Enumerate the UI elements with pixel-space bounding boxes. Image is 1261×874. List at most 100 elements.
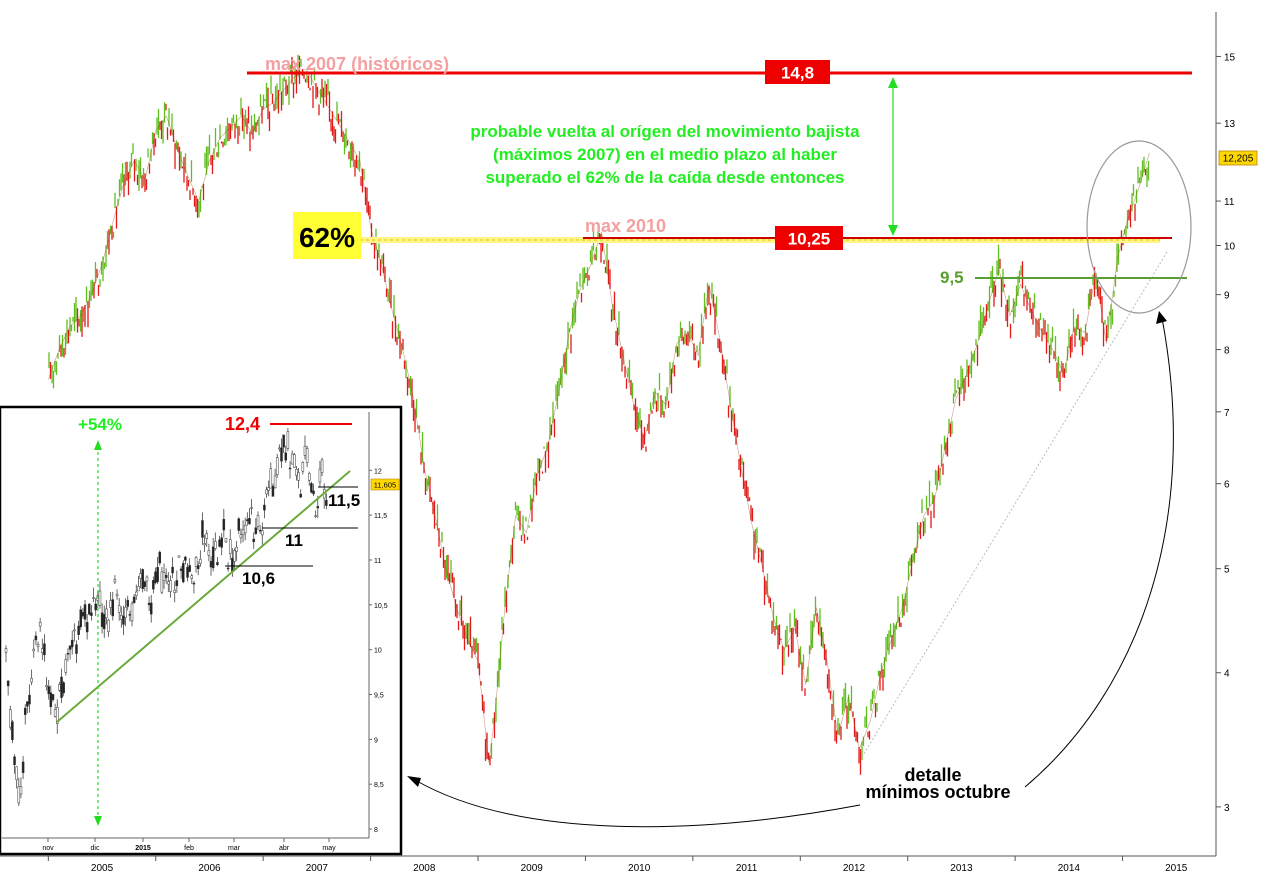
inset-candle-body [32, 648, 36, 652]
main-x-tick-label: 2009 [521, 863, 544, 874]
curved-arrows [407, 311, 1174, 828]
level-10-25-label: 10,25 [788, 230, 831, 249]
inset-trendline [56, 470, 351, 723]
main-x-tick-label: 2010 [628, 863, 651, 874]
inset-candle-body [243, 524, 247, 534]
inset-candle-body [226, 567, 230, 570]
inset-candle-body [175, 580, 179, 587]
inset-candle-body [278, 447, 281, 450]
main-y-tick-label: 13 [1224, 119, 1236, 130]
inset-level-11-label: 11 [285, 531, 303, 550]
main-y-tick-label: 15 [1224, 52, 1236, 63]
inset-candle-body [299, 493, 302, 498]
inset-y-tick-label: 11 [374, 558, 381, 565]
level-14-8-label-box [765, 60, 830, 84]
annotation-line-3: superado el 62% de la caída desde entonc… [485, 168, 844, 187]
target-double-arrow [888, 77, 898, 236]
inset-candle-body [19, 786, 23, 795]
inset-candle-body [149, 602, 153, 615]
inset-candle-body [284, 452, 288, 461]
inset-candle-body [192, 582, 196, 585]
inset-candle-body [310, 483, 313, 493]
main-x-tick-label: 2007 [306, 863, 329, 874]
inset-candle-body [17, 786, 21, 804]
inset-candle-body [38, 622, 42, 627]
inset-candle-body [312, 490, 315, 495]
inset-candle-body [41, 648, 44, 653]
main-y-ticks: 3 4 5 6 7 8 9 10 11 13 15 [1216, 52, 1236, 814]
inset-candle-body [79, 609, 82, 628]
inset-candle-body [320, 459, 324, 473]
inset-candle-body [152, 580, 155, 590]
fib-62-level: 62% [293, 212, 1160, 259]
inset-candle-body [141, 569, 144, 589]
main-last-price: 12,205 [1223, 154, 1254, 165]
inset-candle-body [102, 614, 106, 629]
annotation-line-1: probable vuelta al orígen del movimiento… [470, 122, 860, 141]
inset-candle-body [145, 576, 149, 582]
inset-candle-body [126, 599, 129, 607]
inset-candle-body [224, 538, 228, 543]
inset-candle-body [9, 709, 12, 728]
inset-candle-body [269, 468, 273, 489]
inset-candle-body [188, 565, 191, 572]
inset-candle-body [314, 515, 317, 517]
inset-candle-body [94, 603, 97, 611]
inset-candle-body [107, 619, 110, 632]
main-y-tick-label: 8 [1224, 346, 1230, 357]
main-x-tick-label: 2015 [1165, 863, 1188, 874]
inset-frame [0, 405, 403, 856]
inset-candle-body [271, 485, 275, 497]
detail-note-line-2: mínimos octubre [865, 782, 1010, 802]
main-x-tick-label: 2014 [1058, 863, 1081, 874]
inset-x-tick-label: abr [279, 845, 290, 852]
inset-candle-body [241, 529, 245, 536]
inset-level-10-6-label: 10,6 [242, 569, 275, 588]
inset-candle-body [130, 603, 134, 622]
inset-candle-body [117, 605, 121, 613]
inset-candle-body [158, 551, 162, 564]
level-9-5-label: 9,5 [940, 268, 964, 287]
inset-candle-body [28, 694, 31, 705]
inset-candle-body [275, 457, 279, 475]
max-2007-note: max 2007 (históricos) [265, 54, 449, 74]
inset-candle-body [239, 534, 243, 539]
detail-note-line-1: detalle [904, 765, 961, 785]
inset-candle-body [233, 550, 236, 562]
inset-candle-body [246, 519, 249, 522]
inset-x-tick-label: may [322, 845, 336, 852]
inset-candle-body [237, 518, 241, 531]
inset-candle-body [258, 529, 262, 532]
inset-y-tick-label: 10 [374, 648, 382, 655]
inset-candle-body [21, 761, 25, 773]
inset-candle-body [75, 644, 78, 654]
inset-candle-body [64, 659, 68, 673]
inset-y-tick-label: 9 [374, 737, 378, 744]
inset-candle-body [228, 539, 232, 554]
inset-candle-body [47, 686, 50, 695]
inset-candle-body [265, 489, 268, 495]
inset-y-tick-label: 8 [374, 827, 378, 834]
inset-candle-body [280, 447, 283, 462]
inset-candle-body [81, 612, 85, 617]
inset-candle-body [156, 566, 159, 582]
inset-candle-body [220, 537, 223, 548]
inset-candle-body [92, 597, 95, 599]
inset-candle-body [132, 596, 136, 604]
inset-candle-body [177, 555, 181, 558]
breakout-ellipse [1086, 140, 1192, 314]
inset-candle-body [98, 590, 102, 606]
inset-candle-body [124, 607, 127, 618]
inset-y-tick-label: 12 [374, 468, 382, 475]
inset-candle-body [179, 568, 183, 571]
inset-candle-body [6, 680, 10, 687]
level-10-25-label-box [775, 226, 843, 250]
inset-candle-body [113, 579, 117, 583]
main-y-tick-label: 3 [1224, 803, 1230, 814]
inset-candle-body [68, 645, 72, 650]
inset-candle-body [182, 563, 185, 583]
inset-candle-body [248, 518, 251, 525]
inset-candle-body [205, 533, 208, 539]
inset-candle-body [167, 581, 170, 585]
level-14-8-label: 14,8 [781, 64, 814, 83]
